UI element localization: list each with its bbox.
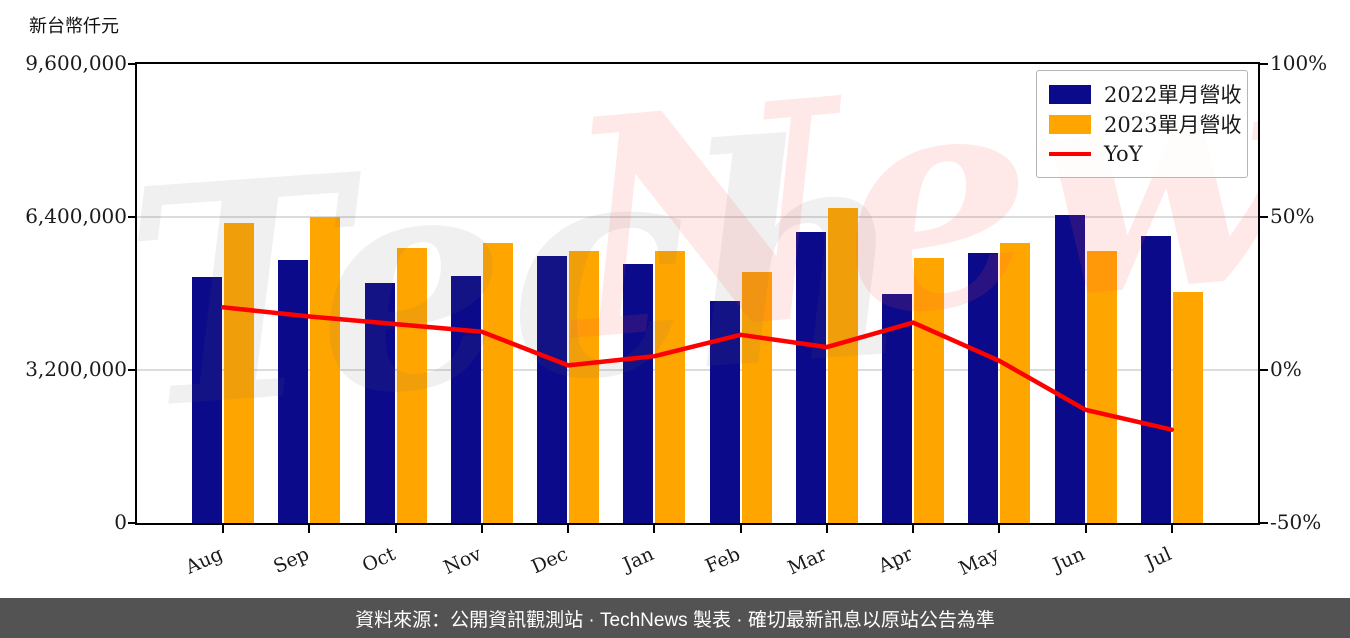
pct-axis-label-0%: 0% bbox=[1270, 357, 1302, 381]
x-axis-label-Sep: Sep bbox=[270, 543, 313, 578]
y-axis-tick-0 bbox=[128, 522, 136, 524]
gridline-6,400,000 bbox=[137, 216, 1258, 218]
footer-bar: 資料來源：公開資訊觀測站 · TechNews 製表 · 確切最新訊息以原站公告… bbox=[0, 598, 1350, 638]
pct-axis-label-100%: 100% bbox=[1270, 51, 1328, 75]
pct-axis-tick-100% bbox=[1260, 63, 1268, 65]
x-axis-tick-Aug bbox=[222, 525, 225, 533]
legend-swatch-2023-icon bbox=[1049, 114, 1091, 134]
y-axis-unit-label: 新台幣仟元 bbox=[29, 16, 119, 37]
gridline-3,200,000 bbox=[137, 369, 1258, 371]
bar-2023單月營收-Jan bbox=[655, 251, 686, 523]
legend-item-yoy: YoY bbox=[1049, 139, 1235, 169]
bar-2023單月營收-Dec bbox=[569, 251, 600, 523]
plot-area: Tech News bbox=[135, 62, 1260, 525]
x-axis-label-Jun: Jun bbox=[1050, 543, 1089, 577]
x-axis-label-Nov: Nov bbox=[440, 543, 485, 579]
x-axis-label-Apr: Apr bbox=[875, 543, 917, 578]
bar-2023單月營收-Aug bbox=[224, 223, 255, 523]
y-axis-label-3,200,000: 3,200,000 bbox=[25, 357, 127, 381]
legend-label-2022: 2022單月營收 bbox=[1104, 83, 1242, 107]
chart-legend: 2022單月營收 2023單月營收 YoY bbox=[1036, 70, 1248, 178]
yoy-line bbox=[220, 305, 1175, 432]
legend-line-yoy-icon bbox=[1049, 152, 1091, 156]
bar-2022單月營收-Jan bbox=[623, 264, 654, 523]
bar-2023單月營收-Oct bbox=[396, 247, 427, 523]
legend-item-2023: 2023單月營收 bbox=[1049, 109, 1241, 139]
bar-2023單月營收-Apr bbox=[914, 257, 945, 523]
legend-label-yoy: YoY bbox=[1104, 142, 1143, 166]
bar-2022單月營收-May bbox=[968, 253, 999, 523]
x-axis-tick-Mar bbox=[825, 525, 828, 533]
x-axis-tick-Apr bbox=[912, 525, 915, 533]
y-axis-label-9,600,000: 9,600,000 bbox=[25, 51, 127, 75]
bar-2022單月營收-Jun bbox=[1054, 214, 1085, 523]
x-axis-label-Mar: Mar bbox=[784, 543, 830, 580]
x-axis-tick-Jan bbox=[653, 525, 656, 533]
x-axis-tick-Jul bbox=[1170, 525, 1173, 533]
pct-axis-tick-0% bbox=[1260, 369, 1268, 371]
pct-axis-label--50%: -50% bbox=[1270, 510, 1322, 534]
legend-label-2023: 2023單月營收 bbox=[1104, 113, 1242, 137]
x-axis-label-Jul: Jul bbox=[1142, 543, 1175, 574]
x-axis-tick-Sep bbox=[308, 525, 311, 533]
y-axis-tick-3,200,000 bbox=[128, 369, 136, 371]
x-axis-label-Aug: Aug bbox=[182, 543, 227, 579]
x-axis-label-May: May bbox=[955, 543, 1003, 580]
bar-2023單月營收-Jul bbox=[1172, 291, 1203, 523]
y-axis-tick-9,600,000 bbox=[128, 63, 136, 65]
bar-2022單月營收-Sep bbox=[278, 259, 309, 523]
x-axis-tick-Feb bbox=[739, 525, 742, 533]
bar-2022單月營收-Jul bbox=[1140, 236, 1171, 523]
legend-item-2022: 2022單月營收 bbox=[1049, 79, 1241, 109]
x-axis-label-Oct: Oct bbox=[358, 543, 399, 577]
y-axis-label-0: 0 bbox=[114, 510, 127, 534]
bar-2023單月營收-Jun bbox=[1086, 251, 1117, 523]
y-axis-tick-6,400,000 bbox=[128, 216, 136, 218]
pct-axis-tick--50% bbox=[1260, 522, 1268, 524]
bar-2022單月營收-Dec bbox=[537, 256, 568, 523]
bar-2022單月營收-Nov bbox=[450, 276, 481, 523]
bar-2023單月營收-May bbox=[1000, 243, 1031, 523]
x-axis-tick-Dec bbox=[567, 525, 570, 533]
y-axis-label-6,400,000: 6,400,000 bbox=[25, 204, 127, 228]
footer-source-text: 資料來源：公開資訊觀測站 · TechNews 製表 · 確切最新訊息以原站公告… bbox=[355, 609, 995, 631]
pct-axis-label-50%: 50% bbox=[1270, 204, 1315, 228]
x-axis-tick-May bbox=[998, 525, 1001, 533]
x-axis-tick-Jun bbox=[1084, 525, 1087, 533]
bar-2023單月營收-Nov bbox=[482, 243, 513, 523]
pct-axis-tick-50% bbox=[1260, 216, 1268, 218]
x-axis-tick-Nov bbox=[480, 525, 483, 533]
bar-2023單月營收-Mar bbox=[827, 208, 858, 523]
bar-2022單月營收-Aug bbox=[192, 277, 223, 523]
bar-2023單月營收-Sep bbox=[310, 217, 341, 523]
x-axis-label-Dec: Dec bbox=[528, 543, 572, 579]
x-axis-label-Feb: Feb bbox=[702, 543, 744, 578]
legend-swatch-2022-icon bbox=[1049, 84, 1091, 104]
bar-2022單月營收-Mar bbox=[795, 232, 826, 523]
bar-2023單月營收-Feb bbox=[741, 272, 772, 523]
x-axis-label-Jan: Jan bbox=[619, 543, 658, 576]
x-axis-tick-Oct bbox=[394, 525, 397, 533]
